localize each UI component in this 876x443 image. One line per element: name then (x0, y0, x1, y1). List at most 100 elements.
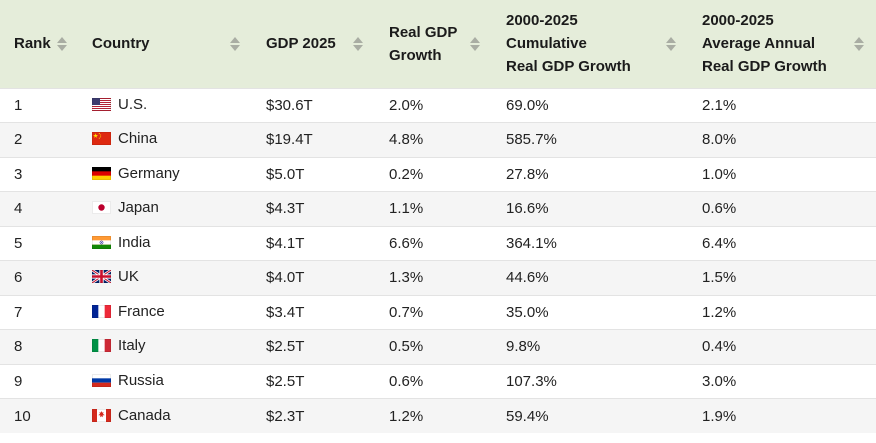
flag-icon-fr (92, 304, 111, 318)
sort-arrows-icon[interactable] (666, 36, 676, 51)
real-gdp-growth-cell: 0.5% (375, 329, 492, 364)
country-name: France (118, 302, 165, 320)
real-gdp-growth-cell: 6.6% (375, 225, 492, 261)
rank-cell: 7 (0, 294, 78, 330)
real-gdp-growth-cell: 0.2% (375, 156, 492, 192)
column-header-gdp-2025[interactable]: GDP 2025 (252, 0, 375, 88)
gdp-2025-cell: $2.5T (252, 363, 375, 399)
table-row: 7 France $3.4T 0.7% 35.0% 1.2% (0, 294, 876, 330)
sort-arrows-icon[interactable] (854, 36, 864, 51)
country-cell: Japan (78, 191, 252, 226)
country-name: China (118, 130, 158, 148)
rank-cell: 9 (0, 363, 78, 399)
country-label: Russia (92, 372, 164, 389)
table-row: 5 India $4.1T 6.6% 364.1% 6.4% (0, 225, 876, 261)
table-row: 8 Italy $2.5T 0.5% 9.8% 0.4% (0, 329, 876, 364)
table-header: Rank Country GDP 2025 Real GDP Growth 2000-2… (0, 0, 876, 88)
real-gdp-growth-cell: 2.0% (375, 87, 492, 123)
column-header-real-gdp-growth[interactable]: Real GDP Growth (375, 0, 492, 88)
cumulative-growth-cell: 44.6% (492, 260, 688, 295)
real-gdp-growth-cell: 1.2% (375, 398, 492, 433)
gdp-table-container: Rank Country GDP 2025 Real GDP Growth 2000-2… (0, 0, 876, 433)
gdp-2025-cell: $4.0T (252, 260, 375, 295)
country-label: Canada (92, 407, 171, 424)
country-label: Italy (92, 337, 146, 354)
gdp-2025-cell: $19.4T (252, 122, 375, 157)
column-header-label: GDP 2025 (266, 35, 336, 53)
column-header-label: Rank (14, 35, 51, 53)
rank-cell: 2 (0, 122, 78, 157)
country-cell: Russia (78, 363, 252, 399)
avg-annual-growth-cell: 1.9% (688, 398, 876, 433)
real-gdp-growth-cell: 1.1% (375, 191, 492, 226)
country-label: Germany (92, 165, 180, 182)
gdp-2025-cell: $2.3T (252, 398, 375, 433)
cumulative-growth-cell: 9.8% (492, 329, 688, 364)
cumulative-growth-cell: 16.6% (492, 191, 688, 226)
sort-arrows-icon[interactable] (353, 36, 363, 51)
country-cell: China (78, 122, 252, 157)
column-header-label: 2000-2025 Average Annual Real GDP Growth (702, 11, 827, 76)
table-row: 2 China $19.4T 4.8% 585.7% 8.0% (0, 122, 876, 157)
country-label: France (92, 303, 165, 320)
flag-icon-cn (92, 132, 111, 146)
gdp-2025-cell: $30.6T (252, 87, 375, 123)
flag-icon-gb (92, 270, 111, 284)
table-row: 10 Canada $2.3T 1.2% 59.4% 1.9% (0, 398, 876, 433)
table-row: 1 U.S. $30.6T 2.0% 69.0% 2.1% (0, 87, 876, 123)
flag-icon-ru (92, 373, 111, 387)
column-header-country[interactable]: Country (78, 0, 252, 88)
table-row: 4 Japan $4.3T 1.1% 16.6% 0.6% (0, 191, 876, 226)
avg-annual-growth-cell: 2.1% (688, 87, 876, 123)
country-name: Germany (118, 164, 180, 182)
country-name: Russia (118, 371, 164, 389)
country-cell: Italy (78, 329, 252, 364)
flag-icon-in (92, 235, 111, 249)
cumulative-growth-cell: 364.1% (492, 225, 688, 261)
country-label: China (92, 130, 157, 147)
avg-annual-growth-cell: 8.0% (688, 122, 876, 157)
flag-icon-it (92, 339, 111, 353)
rank-cell: 5 (0, 225, 78, 261)
column-header-label: 2000-2025 Cumulative Real GDP Growth (506, 11, 631, 76)
table-body: 1 U.S. $30.6T 2.0% 69.0% 2.1% 2 China $19.4T 4.8%… (0, 87, 876, 433)
column-header-avg-annual-growth[interactable]: 2000-2025 Average Annual Real GDP Growth (688, 0, 876, 88)
country-name: UK (118, 268, 139, 286)
country-label: Japan (92, 199, 159, 216)
column-header-cumulative-growth[interactable]: 2000-2025 Cumulative Real GDP Growth (492, 0, 688, 88)
flag-icon-de (92, 166, 111, 180)
rank-cell: 6 (0, 260, 78, 295)
country-name: India (118, 233, 151, 251)
gdp-2025-cell: $3.4T (252, 294, 375, 330)
rank-cell: 3 (0, 156, 78, 192)
cumulative-growth-cell: 69.0% (492, 87, 688, 123)
country-label: India (92, 234, 151, 251)
country-name: Japan (118, 199, 159, 217)
gdp-2025-cell: $2.5T (252, 329, 375, 364)
column-header-label: Country (92, 35, 150, 53)
avg-annual-growth-cell: 0.4% (688, 329, 876, 364)
rank-cell: 8 (0, 329, 78, 364)
rank-cell: 4 (0, 191, 78, 226)
country-label: UK (92, 268, 139, 285)
sort-arrows-icon[interactable] (470, 36, 480, 51)
table-row: 3 Germany $5.0T 0.2% 27.8% 1.0% (0, 156, 876, 192)
real-gdp-growth-cell: 0.6% (375, 363, 492, 399)
country-cell: Germany (78, 156, 252, 192)
country-cell: Canada (78, 398, 252, 433)
avg-annual-growth-cell: 3.0% (688, 363, 876, 399)
table-row: 9 Russia $2.5T 0.6% 107.3% 3.0% (0, 363, 876, 399)
country-label: U.S. (92, 96, 147, 113)
sort-arrows-icon[interactable] (56, 36, 67, 51)
country-cell: UK (78, 260, 252, 295)
gdp-2025-cell: $4.3T (252, 191, 375, 226)
country-name: Canada (118, 406, 171, 424)
column-header-label: Real GDP Growth (389, 23, 458, 64)
cumulative-growth-cell: 35.0% (492, 294, 688, 330)
column-header-rank[interactable]: Rank (0, 0, 78, 88)
country-cell: U.S. (78, 87, 252, 123)
sort-arrows-icon[interactable] (230, 36, 240, 51)
cumulative-growth-cell: 107.3% (492, 363, 688, 399)
real-gdp-growth-cell: 1.3% (375, 260, 492, 295)
header-row: Rank Country GDP 2025 Real GDP Growth 2000-2… (0, 0, 876, 88)
